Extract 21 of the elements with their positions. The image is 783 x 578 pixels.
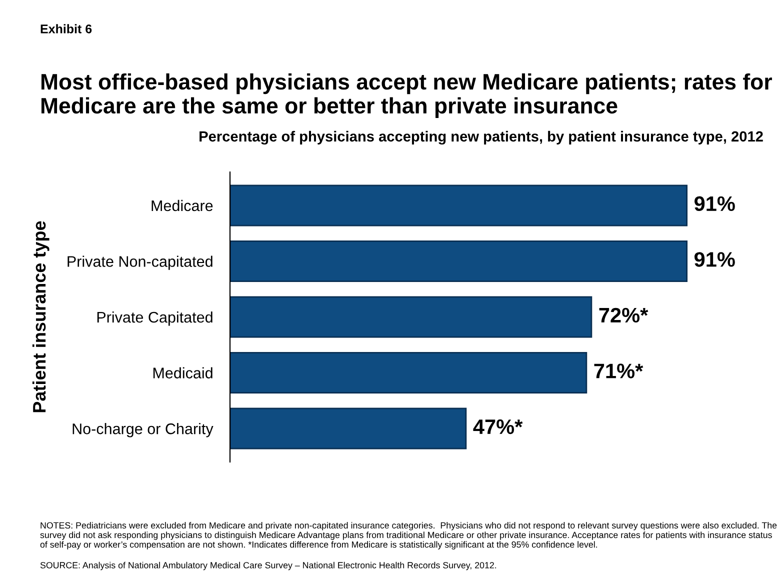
y-tick-label: Medicaid [153,367,212,378]
bar [230,296,592,338]
bar [230,408,467,450]
data-label: 91% [694,196,735,212]
bar [230,240,688,282]
y-tick-label: Private Capitated [97,311,212,326]
source-note: SOURCE: Analysis of National Ambulatory Medical Care Survey – National Electronic Health Records Survey, 2012. [40,562,496,570]
text: Exhibit 6 [40,24,92,34]
data-label: 91% [694,252,735,267]
y-tick-label: No-charge or Charity [72,423,214,438]
data-label: 71%* [594,364,644,378]
data-label: 72%* [599,308,648,323]
y-tick-label: Medicare [152,200,213,212]
text: NOTES: Pediatricians were excluded from Medicare and private non-capitated insurance categories. Physicians who did not respond to relevant survey questions were also excluded. The survey did not ask responding physicians to distinguish Medicare Advantage plans from traditional Medicare or other private insurance. Acceptance rates for patients with insurance status of self-pay or worker’s compensation are not shown. *Indicates difference from Medicare is statistically significant at the 95% confidence level. [40,522,777,550]
bar [230,352,588,394]
y-axis-title: Patient insurance type [32,221,50,412]
bar [230,184,688,226]
data-label: 47%* [473,419,523,434]
y-tick-label: Private Non-capitated [68,256,212,270]
chart-title: Most office-based physicians accept new Medicare patients; rates for Medicare are the same or better than private insurance [41,73,772,118]
chart-subtitle: Percentage of physicians accepting new patients, by patient insurance type, 2012 [200,130,763,145]
